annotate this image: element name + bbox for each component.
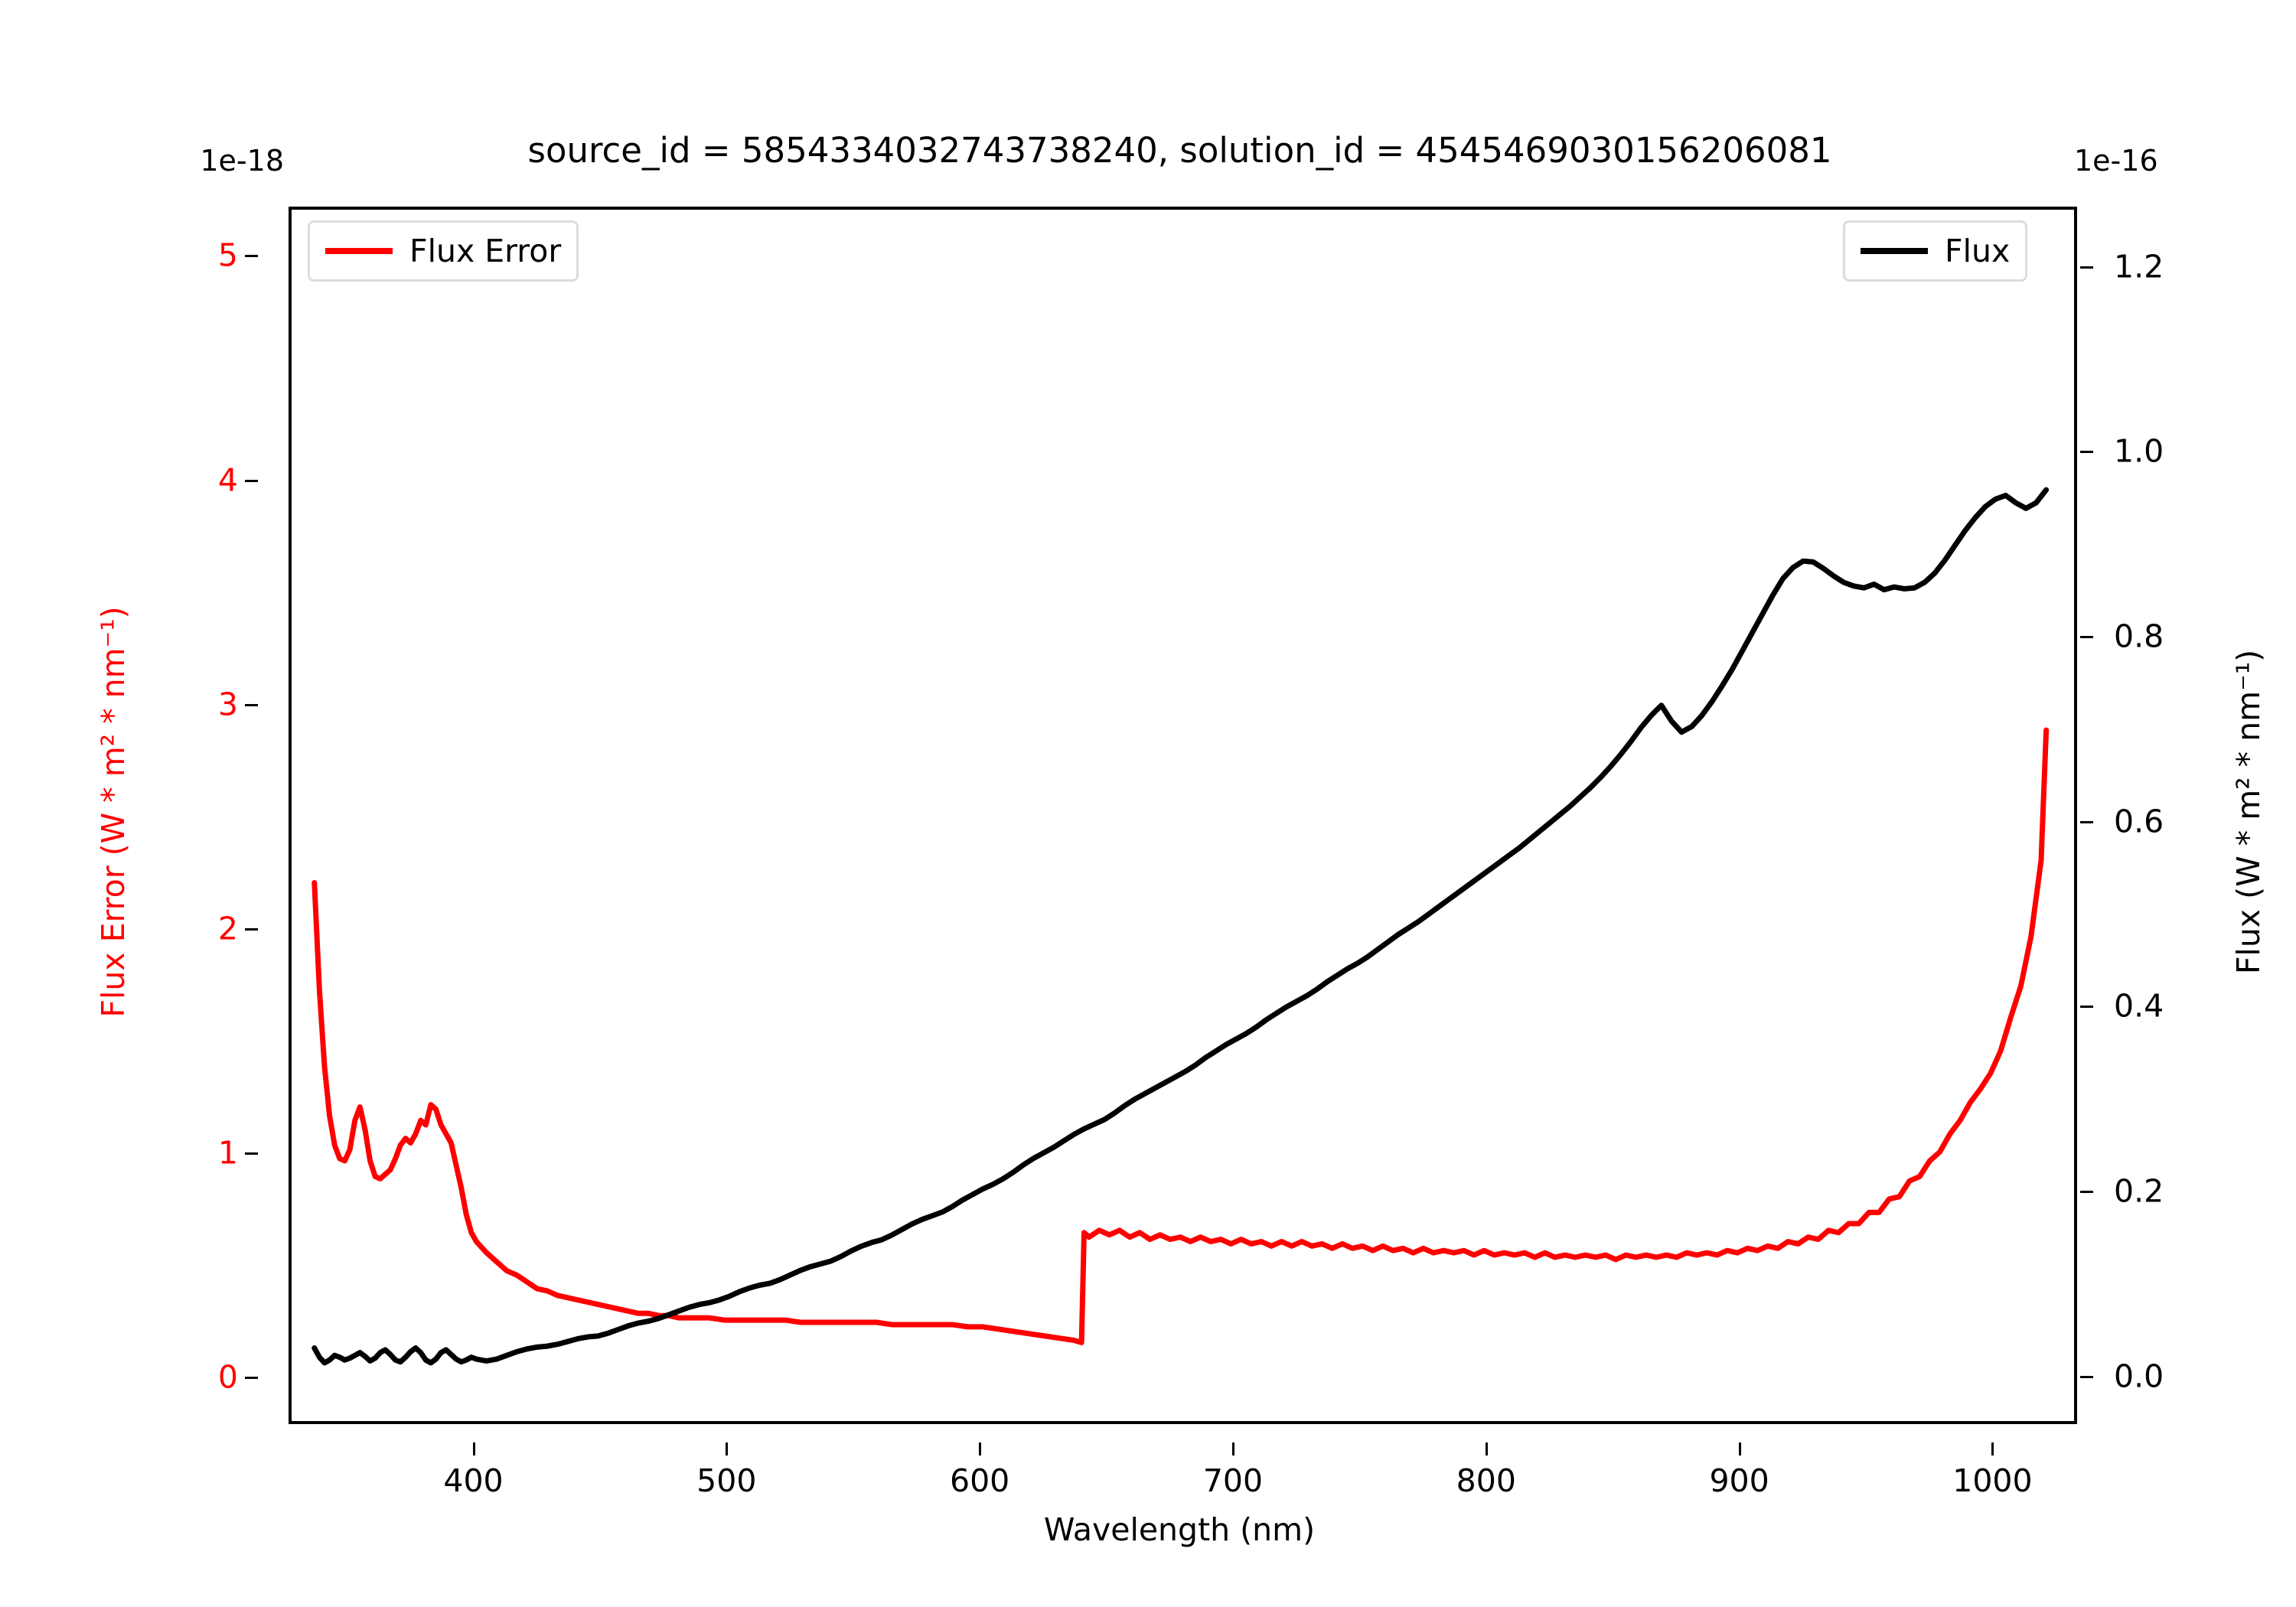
flux-error-line [311, 727, 2050, 1345]
right-axis-label: Flux (W * m² * nm⁻¹) [2230, 649, 2267, 975]
x-axis-tick-label: 500 [696, 1462, 757, 1499]
x-axis-ticks: 400 500 600 700 800 900 1000 [289, 1442, 2071, 1499]
x-axis-tick-label: 400 [443, 1462, 504, 1499]
flux-legend-label: Flux [1945, 233, 2011, 269]
right-axis-tick-mark [2080, 1190, 2093, 1193]
plot-area [289, 207, 2077, 1424]
x-axis-tick-mark [1738, 1442, 1741, 1455]
left-axis-ticks: 0 1 2 3 4 5 [0, 207, 272, 1418]
flux-line [311, 487, 2050, 1366]
left-axis-tick-label: 4 [217, 461, 238, 499]
right-axis-tick-label: 0.8 [2114, 618, 2164, 655]
x-axis-tick-label: 900 [1709, 1462, 1769, 1499]
right-axis-tick-label: 0.6 [2114, 803, 2164, 840]
left-axis-tick-mark [245, 479, 258, 482]
right-axis-tick-mark [2080, 451, 2093, 454]
legend-flux-error[interactable]: Flux Error [308, 220, 579, 282]
left-axis-tick-mark [245, 1152, 258, 1156]
flux-legend-swatch [1861, 248, 1928, 254]
left-axis-tick-mark [245, 255, 258, 258]
left-axis-label: Flux Error (W * m² * nm⁻¹) [95, 606, 132, 1018]
right-axis-ticks: 0.0 0.2 0.4 0.6 0.8 1.0 1.2 [2077, 207, 2230, 1418]
left-axis-tick-label: 2 [217, 910, 238, 947]
left-axis-tick-mark [245, 927, 258, 931]
right-axis-tick-label: 1.0 [2114, 432, 2164, 470]
legend-flux[interactable]: Flux [1843, 220, 2028, 282]
x-axis-label: Wavelength (nm) [1043, 1511, 1316, 1548]
right-axis-offset-label: 1e-16 [2074, 144, 2158, 178]
x-axis-tick-mark [1991, 1442, 1994, 1455]
x-axis-tick-label: 700 [1202, 1462, 1264, 1499]
right-axis-tick-label: 0.4 [2114, 987, 2164, 1025]
x-axis-tick-mark [1231, 1442, 1234, 1455]
left-axis-tick-label: 5 [217, 236, 238, 274]
x-axis-tick-mark [979, 1442, 982, 1455]
left-axis-tick-mark [245, 1377, 258, 1380]
x-axis-tick-label: 800 [1456, 1462, 1516, 1499]
left-axis-tick-label: 1 [217, 1134, 238, 1172]
left-axis-tick-mark [245, 703, 258, 706]
x-axis-tick-mark [726, 1442, 729, 1455]
data-curves [311, 487, 2050, 1366]
right-axis-tick-mark [2080, 1375, 2093, 1378]
right-axis-tick-label: 0.2 [2114, 1172, 2164, 1210]
left-axis-tick-label: 0 [217, 1358, 238, 1396]
right-axis-tick-label: 1.2 [2114, 248, 2164, 285]
right-axis-tick-mark [2080, 635, 2093, 638]
x-axis-tick-mark [1485, 1442, 1488, 1455]
x-axis-tick-mark [472, 1442, 475, 1455]
x-axis-tick-label: 1000 [1952, 1462, 2033, 1499]
flux-error-legend-swatch [325, 248, 393, 254]
x-axis-tick-label: 600 [950, 1462, 1010, 1499]
right-axis-tick-label: 0.0 [2114, 1358, 2164, 1395]
plot-title: source_id = 5854334032743738240, solutio… [527, 130, 1832, 171]
right-axis-tick-mark [2080, 266, 2093, 269]
right-axis-tick-mark [2080, 820, 2093, 823]
left-axis-offset-label: 1e-18 [200, 144, 284, 178]
right-axis-tick-mark [2080, 1006, 2093, 1009]
left-axis-tick-label: 3 [217, 686, 238, 723]
flux-error-legend-label: Flux Error [409, 233, 562, 269]
